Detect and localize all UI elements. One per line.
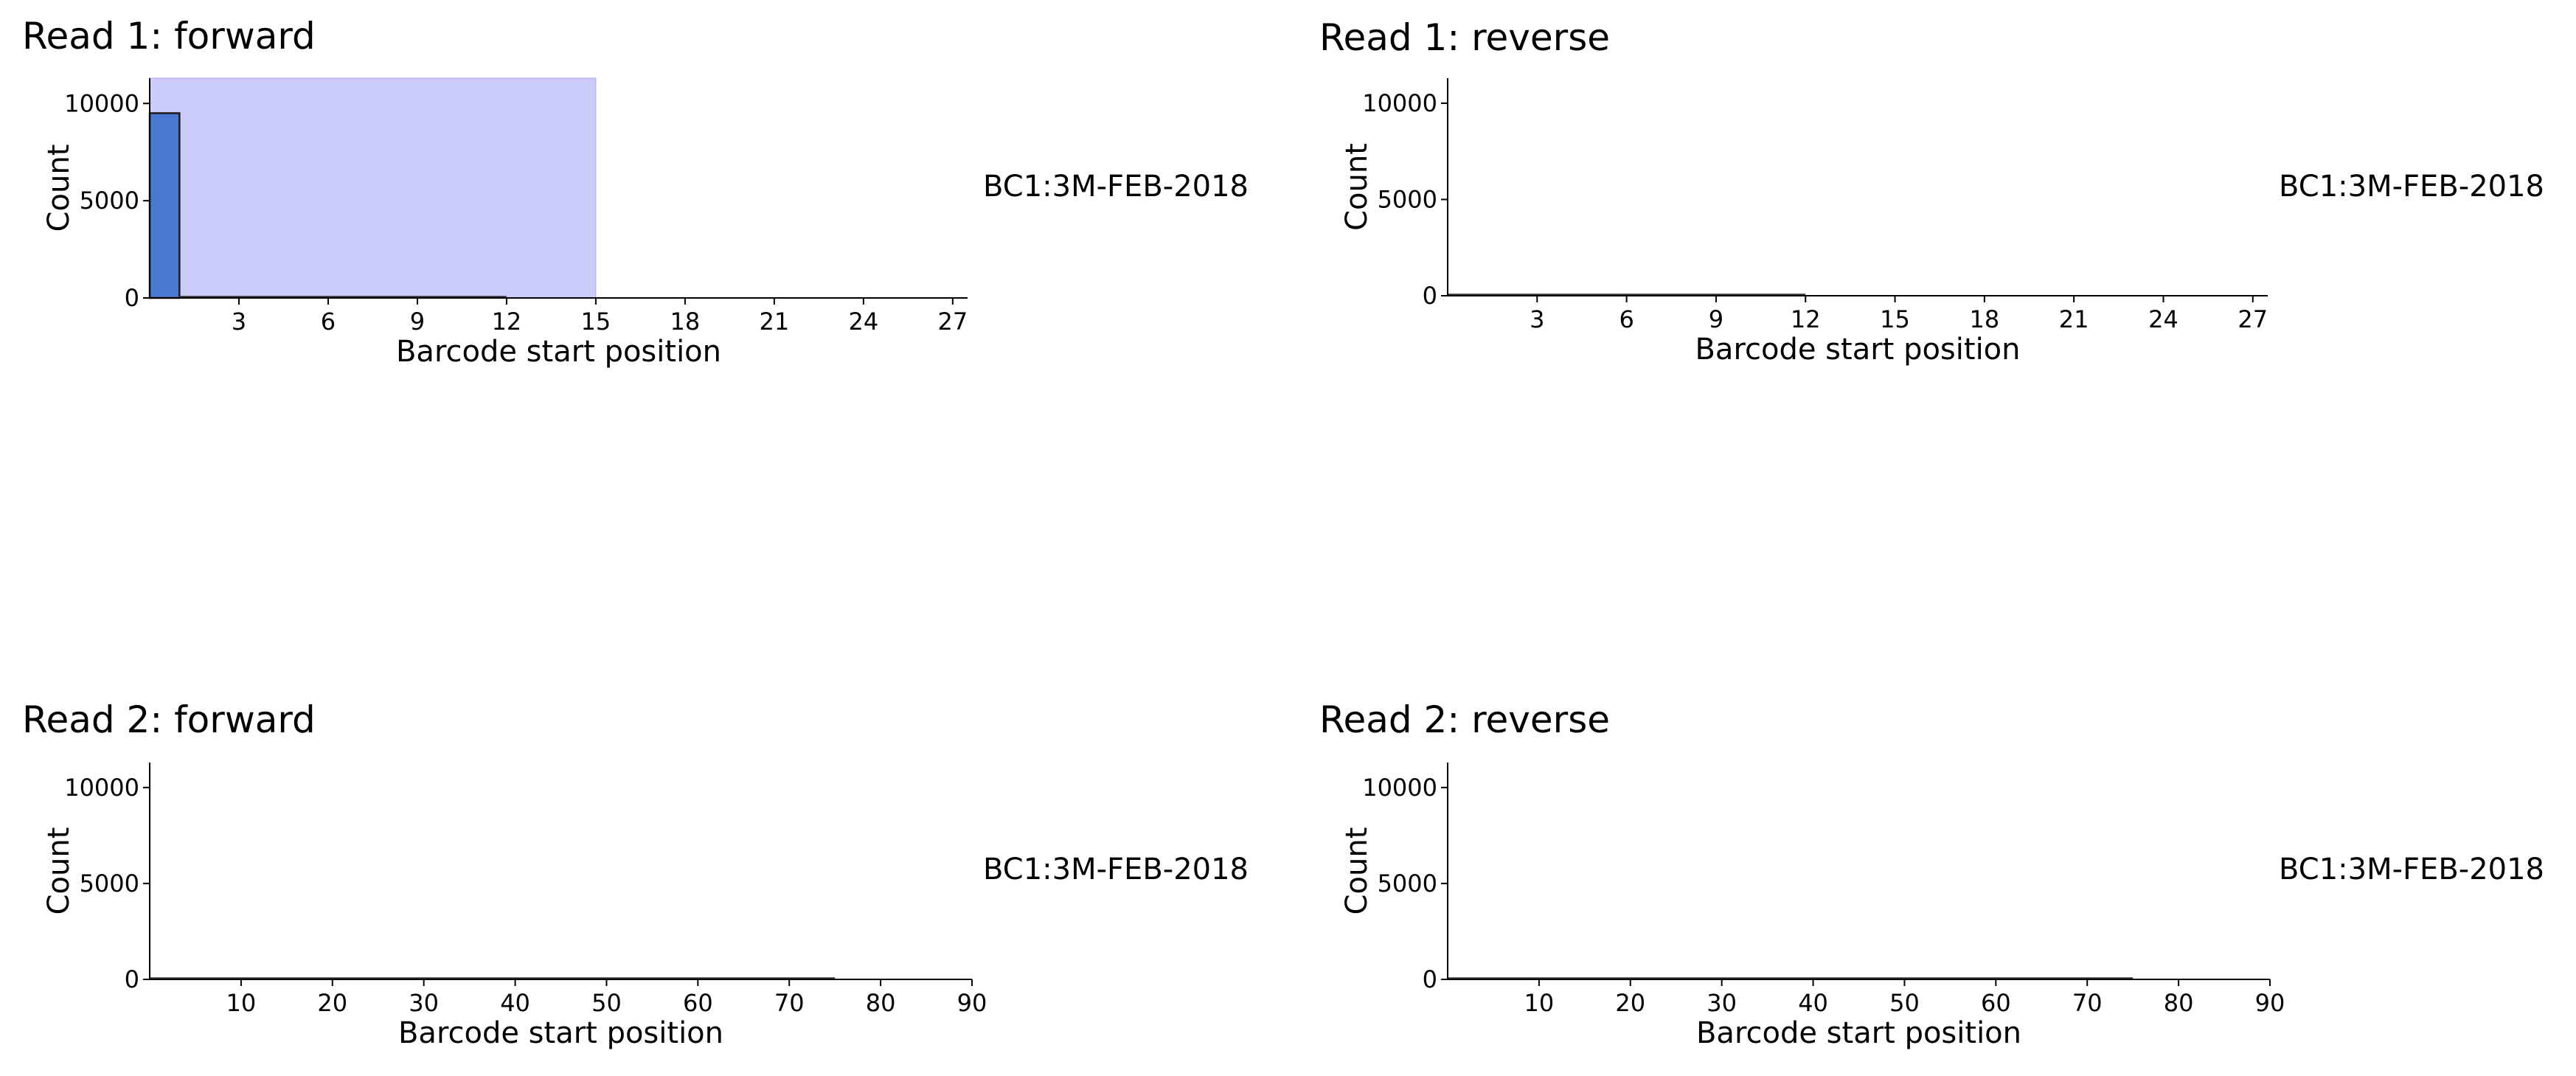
x-tick-label-80: 80 xyxy=(2164,989,2194,1017)
x-tick-label-90: 90 xyxy=(957,989,987,1017)
x-tick-label-40: 40 xyxy=(1798,989,1828,1017)
x-tick-label-90: 90 xyxy=(2255,989,2285,1017)
x-tick-label-10: 10 xyxy=(1524,989,1555,1017)
x-tick-label-18: 18 xyxy=(1969,305,1999,333)
x-tick-label-3: 3 xyxy=(232,308,246,336)
x-tick-label-27: 27 xyxy=(937,308,968,336)
x-tick-label-70: 70 xyxy=(774,989,805,1017)
x-tick-label-50: 50 xyxy=(1889,989,1920,1017)
x-tick-label-9: 9 xyxy=(1709,305,1723,333)
panel-annotation: BC1:3M-FEB-2018 xyxy=(983,170,1249,204)
x-tick-label-15: 15 xyxy=(581,308,611,336)
y-tick-label-5000: 5000 xyxy=(1378,870,1437,898)
y-tick-label-5000: 5000 xyxy=(80,870,139,898)
x-tick-label-6: 6 xyxy=(321,308,336,336)
x-axis-label: Barcode start position xyxy=(396,335,721,369)
chart-panel-2: 3 6 9 12 15 18 21 24 27 0 5000 10000 Read 1: reverse… xyxy=(1319,16,2544,367)
y-tick-label-0: 0 xyxy=(125,965,139,993)
x-tick-label-20: 20 xyxy=(1615,989,1645,1017)
x-tick-label-60: 60 xyxy=(683,989,713,1017)
x-tick-label-6: 6 xyxy=(1619,305,1634,333)
y-axis-label: Count xyxy=(1340,143,1374,231)
histogram-bar-1 xyxy=(148,112,181,299)
x-tick-label-70: 70 xyxy=(2072,989,2103,1017)
y-tick-label-5000: 5000 xyxy=(1378,185,1437,213)
chart-title: Read 1: reverse xyxy=(1319,16,1610,59)
x-tick-label-9: 9 xyxy=(410,308,425,336)
y-tick-label-0: 0 xyxy=(1423,282,1437,310)
x-tick-label-21: 21 xyxy=(2059,305,2089,333)
y-tick-label-10000: 10000 xyxy=(1362,89,1437,117)
x-tick-label-40: 40 xyxy=(500,989,530,1017)
y-axis-label: Count xyxy=(42,145,76,232)
y-tick-label-10000: 10000 xyxy=(64,774,139,802)
x-axis-label: Barcode start position xyxy=(1696,1016,2021,1050)
x-tick-label-12: 12 xyxy=(492,308,522,336)
y-tick-label-0: 0 xyxy=(125,284,139,312)
chart-title: Read 2: reverse xyxy=(1319,698,1610,741)
y-tick-label-10000: 10000 xyxy=(64,89,139,117)
x-tick-label-3: 3 xyxy=(1530,305,1544,333)
x-tick-label-12: 12 xyxy=(1791,305,1821,333)
highlight-span xyxy=(149,77,597,299)
x-tick-label-50: 50 xyxy=(591,989,622,1017)
x-tick-label-60: 60 xyxy=(1981,989,2011,1017)
x-tick-label-21: 21 xyxy=(760,308,790,336)
chart-panel-4: 10 20 30 40 50 60 70 80 90 0 5000 10000 Read 2: reve… xyxy=(1319,698,2544,1050)
x-tick-label-15: 15 xyxy=(1880,305,1910,333)
chart-panel-3: 10 20 30 40 50 60 70 80 90 0 5000 10000 Read 2: forw… xyxy=(22,698,1249,1050)
x-tick-label-20: 20 xyxy=(317,989,347,1017)
x-tick-label-30: 30 xyxy=(1707,989,1737,1017)
chart-title: Read 1: forward xyxy=(22,15,316,58)
panel-annotation: BC1:3M-FEB-2018 xyxy=(983,853,1249,886)
panel-annotation: BC1:3M-FEB-2018 xyxy=(2279,853,2544,886)
y-axis-label: Count xyxy=(42,827,76,915)
x-axis-label: Barcode start position xyxy=(1695,333,2020,367)
y-tick-label-10000: 10000 xyxy=(1362,774,1437,802)
panel-annotation: BC1:3M-FEB-2018 xyxy=(2279,170,2544,204)
chart-title: Read 2: forward xyxy=(22,698,316,741)
y-tick-label-5000: 5000 xyxy=(80,187,139,215)
x-tick-label-10: 10 xyxy=(226,989,257,1017)
x-axis-label: Barcode start position xyxy=(398,1016,723,1050)
x-tick-label-27: 27 xyxy=(2237,305,2268,333)
y-tick-label-0: 0 xyxy=(1423,965,1437,993)
x-tick-label-24: 24 xyxy=(2148,305,2179,333)
x-tick-label-80: 80 xyxy=(866,989,896,1017)
x-tick-label-24: 24 xyxy=(848,308,878,336)
chart-panel-1: 3 6 9 12 15 18 21 24 27 0 5000 10000 Read 1: forward… xyxy=(22,15,1249,369)
y-axis-label: Count xyxy=(1340,827,1374,915)
x-tick-label-30: 30 xyxy=(409,989,439,1017)
x-tick-label-18: 18 xyxy=(670,308,701,336)
